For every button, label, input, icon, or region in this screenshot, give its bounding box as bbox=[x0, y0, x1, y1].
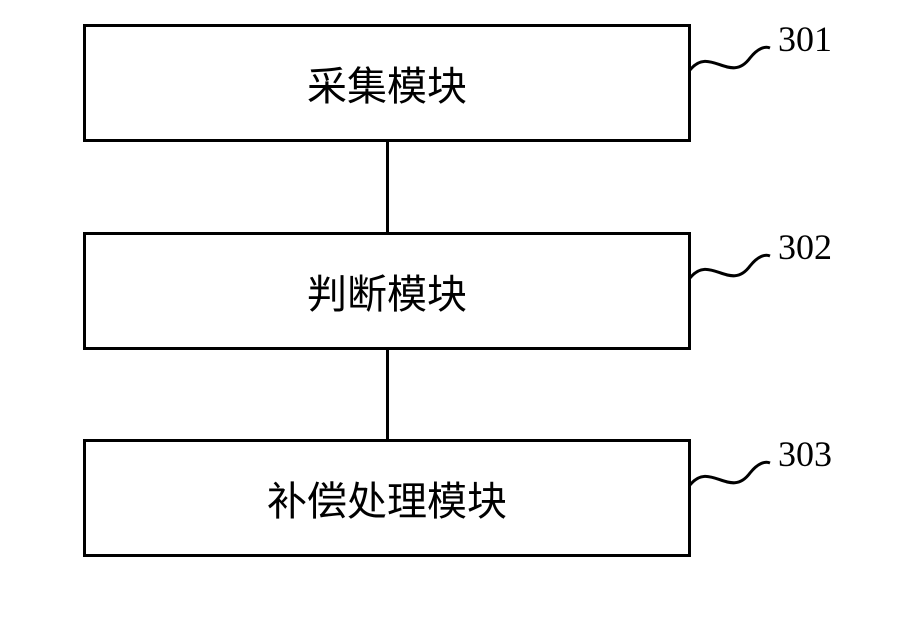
block-judgement-label: 判断模块 bbox=[307, 262, 467, 320]
ref-label-303: 303 bbox=[778, 433, 832, 475]
block-acquisition: 采集模块 bbox=[83, 24, 691, 142]
block-judgement: 判断模块 bbox=[83, 232, 691, 350]
block-acquisition-label: 采集模块 bbox=[307, 54, 467, 112]
squiggle-303 bbox=[690, 455, 775, 495]
connector-2 bbox=[386, 350, 389, 439]
diagram-canvas: 采集模块 判断模块 补偿处理模块 301 302 303 bbox=[0, 0, 899, 637]
squiggle-302 bbox=[690, 248, 775, 288]
connector-1 bbox=[386, 142, 389, 232]
ref-label-301: 301 bbox=[778, 18, 832, 60]
ref-label-302: 302 bbox=[778, 226, 832, 268]
block-compensation: 补偿处理模块 bbox=[83, 439, 691, 557]
block-compensation-label: 补偿处理模块 bbox=[267, 469, 507, 527]
squiggle-301 bbox=[690, 40, 775, 80]
